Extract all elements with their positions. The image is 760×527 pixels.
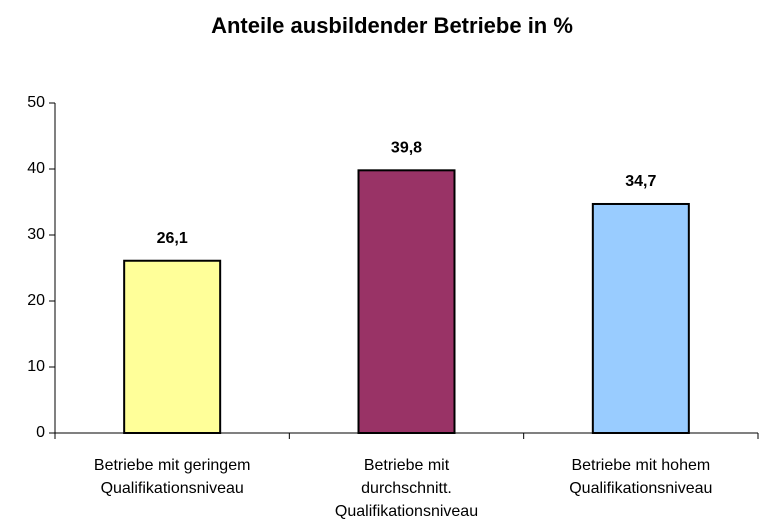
value-label: 26,1 xyxy=(157,230,188,247)
value-label: 39,8 xyxy=(391,140,422,157)
y-tick-label: 0 xyxy=(36,424,45,441)
x-tick-label: durchschnitt. xyxy=(361,480,452,497)
x-tick-label: Betriebe mit hohem xyxy=(571,457,710,474)
chart-title: Anteile ausbildender Betriebe in % xyxy=(211,13,573,38)
value-label: 34,7 xyxy=(625,173,656,190)
bar xyxy=(591,202,690,434)
y-tick-label: 10 xyxy=(27,358,45,375)
x-tick-label: Qualifikationsniveau xyxy=(101,480,244,497)
bar xyxy=(357,169,456,434)
y-tick-label: 50 xyxy=(27,94,45,111)
x-tick-label: Qualifikationsniveau xyxy=(335,503,478,520)
x-tick-label: Betriebe mit xyxy=(364,457,450,474)
y-tick-label: 20 xyxy=(27,292,45,309)
x-tick-label: Betriebe mit geringem xyxy=(94,457,251,474)
x-tick-label: Qualifikationsniveau xyxy=(569,480,712,497)
bar xyxy=(123,259,222,434)
y-tick-label: 40 xyxy=(27,160,45,177)
y-tick-label: 30 xyxy=(27,226,45,243)
